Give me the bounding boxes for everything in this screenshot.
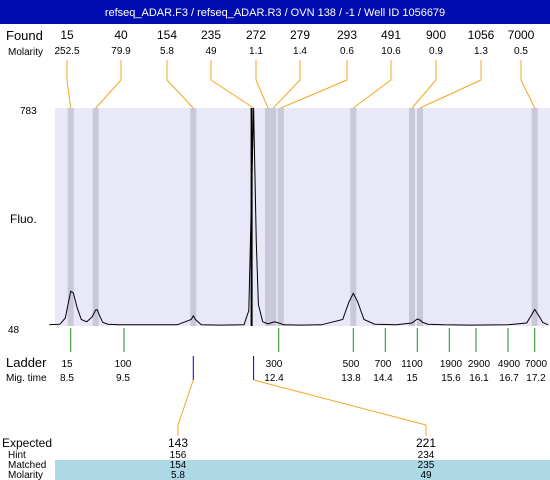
found-leader <box>166 79 194 109</box>
peak-band <box>531 108 538 326</box>
ladder-size: 2900 <box>468 359 491 370</box>
found-leader <box>210 79 254 109</box>
y-max-label: 783 <box>20 106 37 117</box>
found-size: 491 <box>381 28 401 42</box>
found-molarity: 0.5 <box>514 46 528 57</box>
ladder-size: 100 <box>115 359 132 370</box>
found-leader <box>520 79 536 109</box>
found-label: Found <box>6 28 43 43</box>
peak-band <box>190 108 197 326</box>
ladder-size: 500 <box>343 359 360 370</box>
found-molarity: 10.6 <box>381 46 401 57</box>
expected-leader <box>253 379 427 426</box>
ladder-size: 7000 <box>525 359 548 370</box>
found-molarity: 0.9 <box>429 46 443 57</box>
ladder-size: 1900 <box>440 359 463 370</box>
ladder-migtime: 13.8 <box>341 373 361 384</box>
peak-band <box>67 108 74 326</box>
expected-hint-value: 234 <box>418 450 435 461</box>
found-molarity-label: Molarity <box>8 47 43 58</box>
matched-label: Matched <box>8 460 46 471</box>
found-size: 40 <box>114 28 128 42</box>
found-molarity: 1.3 <box>474 46 488 57</box>
peak-band <box>350 108 357 326</box>
ladder-label: Ladder <box>6 355 47 370</box>
expected-hint-value: 156 <box>170 450 187 461</box>
ladder-migtime: 8.5 <box>60 373 74 384</box>
peak-band <box>265 108 271 326</box>
ladder-size: 700 <box>375 359 392 370</box>
expected-molarity-label: Molarity <box>8 470 43 480</box>
found-leader <box>95 79 122 109</box>
header-title: refseq_ADAR.F3 / refseq_ADAR.R3 / OVN 13… <box>105 7 445 19</box>
ladder-migtime: 15.6 <box>441 373 461 384</box>
found-molarity: 79.9 <box>111 46 131 57</box>
found-size: 235 <box>201 28 221 42</box>
peak-band <box>409 108 415 326</box>
found-molarity: 252.5 <box>54 46 79 57</box>
expected-matched-value: 154 <box>170 460 187 471</box>
expected-label: Expected <box>2 436 52 450</box>
peak-band <box>277 108 284 326</box>
peak-band <box>417 108 423 326</box>
migtime-label: Mig. time <box>6 373 47 384</box>
y-min-label: 48 <box>8 325 20 336</box>
ladder-migtime: 14.4 <box>373 373 393 384</box>
expected-leader-lines <box>177 356 427 436</box>
expected-expected-value: 221 <box>416 436 436 450</box>
found-leader <box>280 79 348 109</box>
ladder-ticks <box>70 328 536 352</box>
peak-band <box>250 108 253 326</box>
found-size: 900 <box>426 28 446 42</box>
peak-band <box>270 108 277 326</box>
molarity-row-highlight <box>55 470 550 480</box>
ladder-columns: 15 8.5 100 9.5 300 12.4 500 13.8 700 14.4 1100 15 19… <box>60 359 548 384</box>
ladder-size: 15 <box>61 359 73 370</box>
found-size: 154 <box>157 28 177 42</box>
found-molarity: 49 <box>205 46 217 57</box>
ladder-size: 1100 <box>401 359 423 370</box>
ladder-size: 4900 <box>498 359 521 370</box>
found-size: 293 <box>337 28 357 42</box>
found-leader <box>272 79 301 109</box>
ladder-migtime: 15 <box>406 373 418 384</box>
found-leader <box>419 79 482 109</box>
ladder-migtime: 16.1 <box>469 373 489 384</box>
ladder-size: 300 <box>266 359 283 370</box>
expected-matched-value: 235 <box>418 460 435 471</box>
peak-band <box>92 108 99 326</box>
ladder-migtime: 9.5 <box>116 373 130 384</box>
found-size: 272 <box>246 28 266 42</box>
ladder-migtime: 12.4 <box>264 373 284 384</box>
plot-area <box>55 108 550 326</box>
expected-molarity-value: 5.8 <box>171 470 185 480</box>
found-leader-lines <box>66 60 536 109</box>
found-columns: 15 252.5 40 79.9 154 5.8 235 49 272 1.1 279 1.4 293 0… <box>54 28 534 57</box>
found-size: 15 <box>60 28 74 42</box>
found-size: 7000 <box>508 28 535 42</box>
found-molarity: 1.1 <box>249 46 263 57</box>
y-axis-title: Fluo. <box>10 212 37 226</box>
fluorescence-trace <box>49 107 549 326</box>
found-molarity: 0.6 <box>340 46 354 57</box>
found-molarity: 1.4 <box>293 46 307 57</box>
ladder-migtime: 16.7 <box>499 373 519 384</box>
found-leader <box>353 79 392 109</box>
expected-expected-value: 143 <box>168 436 188 450</box>
found-leader <box>255 79 269 109</box>
expected-leader <box>177 379 194 426</box>
peak-bands <box>67 108 538 326</box>
found-size: 1056 <box>468 28 495 42</box>
ladder-migtime: 17.2 <box>526 373 546 384</box>
matched-row-highlight <box>55 460 550 470</box>
found-molarity: 5.8 <box>160 46 174 57</box>
hint-label: Hint <box>8 450 26 461</box>
found-size: 279 <box>290 28 310 42</box>
found-leader <box>66 79 72 109</box>
expected-molarity-value: 49 <box>420 470 432 480</box>
found-leader <box>411 79 437 109</box>
header-bar <box>0 0 550 24</box>
